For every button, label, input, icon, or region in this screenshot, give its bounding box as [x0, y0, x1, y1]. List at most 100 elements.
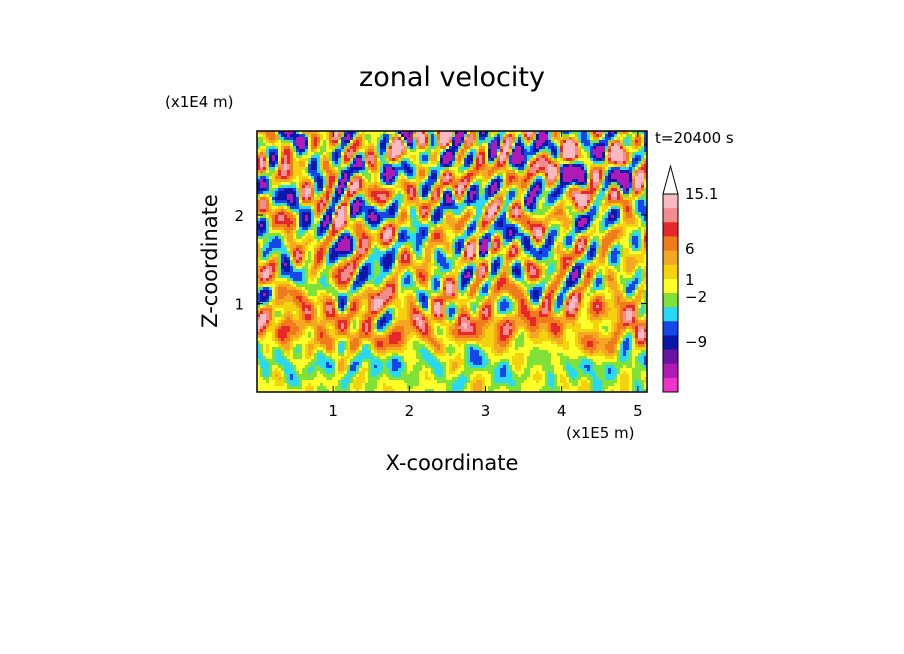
field-cell — [359, 182, 363, 186]
field-cell — [635, 206, 639, 210]
field-cell — [539, 155, 543, 159]
field-cell — [338, 209, 342, 213]
field-cell — [257, 131, 261, 135]
field-cell — [404, 209, 408, 213]
field-cell — [581, 227, 585, 231]
field-cell — [290, 137, 294, 141]
field-cell — [500, 167, 504, 171]
field-cell — [629, 197, 633, 201]
field-cell — [395, 140, 399, 144]
field-cell — [587, 224, 591, 228]
field-cell — [467, 236, 471, 240]
field-cell — [491, 164, 495, 168]
field-cell — [377, 179, 381, 183]
field-cell — [554, 170, 558, 174]
field-cell — [359, 188, 363, 192]
field-cell — [587, 164, 591, 168]
field-cell — [578, 155, 582, 159]
field-cell — [365, 197, 369, 201]
field-cell — [515, 209, 519, 213]
field-cell — [368, 200, 372, 204]
field-cell — [332, 134, 336, 138]
field-cell — [608, 149, 612, 153]
field-cell — [308, 206, 312, 210]
field-cell — [500, 209, 504, 213]
field-cell — [641, 137, 645, 141]
field-cell — [404, 167, 408, 171]
field-cell — [347, 221, 351, 225]
field-cell — [338, 239, 342, 243]
field-cell — [473, 242, 477, 246]
field-cell — [260, 155, 264, 159]
field-cell — [494, 233, 498, 237]
field-cell — [368, 164, 372, 168]
field-cell — [293, 179, 297, 183]
field-cell — [575, 212, 579, 216]
field-cell — [311, 212, 315, 216]
field-cell — [518, 194, 522, 198]
field-cell — [536, 167, 540, 171]
field-cell — [341, 212, 345, 216]
field-cell — [503, 158, 507, 162]
field-cell — [380, 170, 384, 174]
field-cell — [587, 146, 591, 150]
field-cell — [509, 233, 513, 237]
field-cell — [311, 224, 315, 228]
field-cell — [458, 158, 462, 162]
field-cell — [437, 227, 441, 231]
field-cell — [446, 146, 450, 150]
field-cell — [383, 164, 387, 168]
field-cell — [317, 206, 321, 210]
field-cell — [605, 206, 609, 210]
field-cell — [359, 152, 363, 156]
field-cell — [569, 131, 573, 135]
field-cell — [422, 140, 426, 144]
field-cell — [455, 170, 459, 174]
field-cell — [635, 212, 639, 216]
field-cell — [620, 197, 624, 201]
field-cell — [503, 191, 507, 195]
field-cell — [569, 194, 573, 198]
field-cell — [635, 140, 639, 144]
field-cell — [626, 182, 630, 186]
field-cell — [503, 134, 507, 138]
field-cell — [638, 158, 642, 162]
field-cell — [347, 215, 351, 219]
field-cell — [413, 233, 417, 237]
field-cell — [509, 170, 513, 174]
field-cell — [635, 167, 639, 171]
field-cell — [347, 212, 351, 216]
field-cell — [557, 224, 561, 228]
field-cell — [314, 215, 318, 219]
field-cell — [413, 242, 417, 246]
field-cell — [452, 221, 456, 225]
field-cell — [446, 131, 450, 135]
field-cell — [620, 218, 624, 222]
field-cell — [275, 146, 279, 150]
field-cell — [512, 218, 516, 222]
field-cell — [635, 233, 639, 237]
field-cell — [353, 176, 357, 180]
field-cell — [353, 158, 357, 162]
field-cell — [377, 146, 381, 150]
field-cell — [305, 158, 309, 162]
field-cell — [320, 143, 324, 147]
field-cell — [578, 161, 582, 165]
field-cell — [308, 173, 312, 177]
field-cell — [305, 218, 309, 222]
field-cell — [551, 179, 555, 183]
field-cell — [488, 158, 492, 162]
field-cell — [305, 239, 309, 243]
field-cell — [365, 137, 369, 141]
field-cell — [320, 245, 324, 249]
field-cell — [266, 206, 270, 210]
field-cell — [320, 182, 324, 186]
field-cell — [284, 155, 288, 159]
field-cell — [488, 134, 492, 138]
field-cell — [479, 137, 483, 141]
field-cell — [503, 131, 507, 135]
field-cell — [542, 185, 546, 189]
field-cell — [428, 158, 432, 162]
field-cell — [389, 143, 393, 147]
field-cell — [398, 236, 402, 240]
